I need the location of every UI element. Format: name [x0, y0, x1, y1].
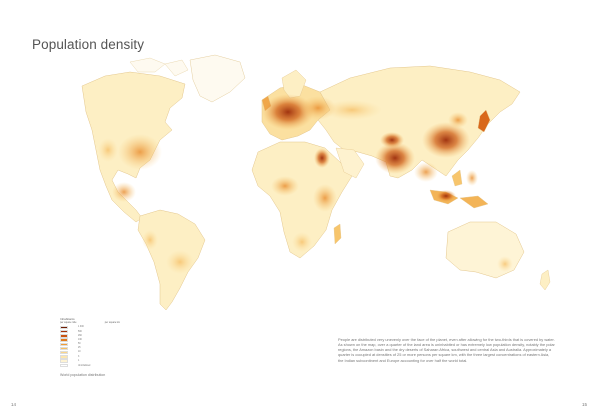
legend-class-label: 3 — [78, 355, 80, 358]
legend-class-row: 500 — [60, 329, 120, 334]
legend-subheads: per square mile per square km — [60, 321, 120, 324]
legend-class-row: 1 300 — [60, 325, 120, 330]
legend-class-label: 1 — [78, 359, 80, 362]
page-title: Population density — [32, 37, 145, 52]
legend-swatch — [60, 359, 68, 363]
legend-swatch — [60, 342, 68, 346]
legend-class-row: 260 — [60, 334, 120, 338]
map-caption: World population distribution — [60, 373, 106, 377]
legend-class-label: 10 — [78, 351, 81, 354]
legend-uninhabited: Uninhabited — [60, 364, 120, 368]
legend-swatch-uninhabited — [60, 364, 68, 368]
legend-class-row: 1 — [60, 359, 120, 363]
legend-subhead-right: per square km — [104, 321, 120, 324]
legend-class-label: 500 — [78, 330, 82, 333]
legend-class-row: 3 — [60, 355, 120, 359]
greenland-landmass — [189, 54, 246, 103]
density-hotspots — [98, 94, 513, 274]
legend-swatch — [60, 329, 68, 334]
legend-class-label: 1 300 — [78, 326, 84, 329]
legend-swatch — [60, 338, 68, 342]
legend-class-label: 50 — [78, 343, 81, 346]
legend-swatch — [60, 334, 68, 338]
asia-landmass — [317, 65, 521, 179]
legend-class-label: 260 — [78, 334, 82, 337]
australia-landmass — [445, 221, 525, 279]
legend-class-row: 130 — [60, 338, 120, 342]
legend-swatch — [60, 350, 68, 355]
legend-classes: 1 300 500 260 130 50 25 10 3 1 — [60, 325, 120, 363]
legend-uninhabited-label: Uninhabited — [78, 364, 91, 367]
legend-class-label: 130 — [78, 338, 82, 341]
legend-class-row: 25 — [60, 346, 120, 351]
legend-class-row: 10 — [60, 350, 120, 355]
page-number-right: 15 — [582, 402, 588, 407]
legend-class-row: 50 — [60, 342, 120, 346]
africa-landmass — [251, 141, 353, 259]
legend-swatch — [60, 355, 68, 359]
legend-class-label: 25 — [78, 347, 81, 350]
legend-swatch — [60, 325, 68, 330]
page-number-left: 14 — [11, 402, 17, 407]
explanatory-text: People are distributed very unevenly ove… — [338, 337, 555, 363]
map-legend: Inhabitants per square mile per square k… — [60, 317, 120, 368]
legend-heading: Inhabitants — [60, 317, 75, 321]
legend-swatch — [60, 346, 68, 351]
legend-subhead-left: per square mile — [60, 321, 77, 324]
